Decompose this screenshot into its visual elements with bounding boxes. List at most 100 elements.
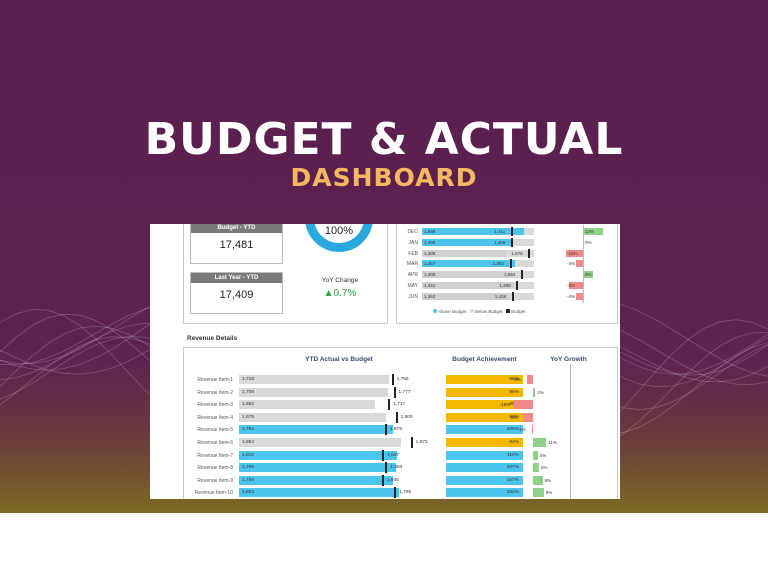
month-budget-value: 1,411	[494, 229, 506, 234]
month-label: MAR	[406, 261, 418, 268]
month-actual-bar	[422, 228, 524, 235]
month-label: JAN	[408, 239, 418, 246]
month-row: APR 1,405 1,564 6%	[400, 270, 600, 280]
revenue-row: Revenue Item-3 1,552 1,717 90%-16%	[187, 399, 607, 411]
achievement-value: 107%	[506, 477, 519, 483]
revenue-actual-bar	[239, 375, 390, 384]
revenue-budget-value: 1,679	[389, 427, 402, 433]
last-year-ytd-card: Last Year - YTD 17,409	[190, 272, 283, 314]
month-budget-value: 1,564	[504, 272, 516, 278]
month-actual-bar	[422, 292, 510, 300]
month-track: 1,405 1,564	[422, 270, 534, 280]
month-budget-value: 1,678	[511, 250, 523, 256]
month-budget-tick	[521, 270, 524, 280]
revenue-budget-value: 1,785	[399, 490, 412, 496]
revenue-row: Revenue Item-4 1,675 1,800 93% -8%	[187, 411, 607, 423]
legend-budget: Budget	[511, 309, 526, 314]
revenue-rows: Revenue Item-1 1,718 1,755 98% -5% Revenue It…	[150, 224, 620, 499]
revenue-track: 1,810 1,647	[239, 449, 439, 461]
revenue-actual-value: 1,708	[242, 389, 255, 395]
legend-above: Above Budget	[438, 309, 467, 314]
revenue-budget-tick	[388, 399, 391, 411]
achievement-value: 107%	[506, 465, 519, 471]
revenue-track: 1,824 1,785	[239, 487, 439, 499]
revenue-item-label: Revenue Item-5	[197, 427, 233, 434]
month-budget-value: 1,406	[494, 239, 506, 245]
month-budget-value: 1,384	[492, 261, 504, 267]
month-budget-tick	[511, 227, 514, 236]
revenue-item-label: Revenue Item-1	[197, 377, 233, 383]
revenue-actual-bar	[239, 488, 399, 498]
revenue-track: 1,552 1,717	[239, 399, 439, 411]
revenue-actual-value: 1,675	[242, 414, 255, 420]
achievement-value: 96%	[509, 389, 519, 395]
kpi-panel	[183, 224, 388, 324]
last-year-ytd-value: 17,409	[219, 289, 254, 301]
achievement-cell: 105%	[446, 425, 523, 435]
revenue-growth-value: -8%	[509, 414, 518, 420]
budget-swatch	[505, 309, 510, 313]
monthly-legend: Above Budget Below Budget Budget	[433, 309, 525, 314]
revenue-budget-value: 1,645	[386, 477, 399, 483]
achievement-cell: 102%	[446, 488, 523, 498]
month-track: 1,406 1,406	[422, 237, 534, 247]
revenue-panel	[183, 347, 618, 499]
revenue-budget-tick	[385, 462, 388, 474]
month-budget-tick	[509, 259, 512, 269]
revenue-actual-value: 1,718	[242, 377, 255, 382]
month-budget-tick	[516, 281, 519, 290]
achievement-cell: 107%	[446, 463, 523, 473]
month-track: 1,441 1,490	[422, 281, 534, 290]
revenue-growth-bar	[533, 488, 544, 498]
month-budget-tick	[528, 248, 531, 258]
yoy-change-number: 0.7%	[333, 288, 357, 299]
achievement-value: 93%	[509, 414, 519, 420]
month-growth-value: -4%	[567, 261, 576, 267]
month-row: JAN 1,406 1,406 0%	[400, 237, 600, 247]
revenue-item-label: Revenue Item-10	[194, 490, 233, 497]
revenue-growth-bar	[533, 387, 536, 397]
revenue-growth-bar	[523, 412, 533, 422]
revenue-row: Revenue Item-5 1,764 1,679 105% -1%	[187, 424, 607, 436]
revenue-budget-tick	[394, 487, 397, 499]
revenue-budget-tick	[410, 437, 413, 448]
revenue-growth-value: 5%	[541, 465, 548, 471]
revenue-growth-bar	[533, 438, 547, 447]
revenue-budget-value: 1,683	[390, 465, 403, 471]
above-budget-swatch	[433, 309, 437, 313]
revenue-actual-bar	[239, 425, 394, 435]
month-budget-value: 1,418	[494, 293, 507, 299]
banner-title: BUDGET & ACTUAL	[144, 114, 624, 165]
month-actual-value: 1,362	[424, 293, 436, 299]
achievement-cell: 90%	[446, 400, 523, 410]
revenue-budget-tick	[384, 424, 387, 436]
month-track: 1,362 1,418	[422, 291, 534, 301]
revenue-budget-tick	[382, 449, 385, 461]
banner: BUDGET & ACTUAL DASHBOARD Budget - YTD 1…	[0, 0, 768, 513]
revenue-actual-value: 1,854	[242, 440, 255, 445]
revenue-growth-value: -1%	[517, 427, 526, 433]
growth-zero-line	[570, 364, 571, 499]
revenue-actual-value: 1,824	[242, 490, 255, 496]
budget-ytd-label: Budget - YTD	[191, 224, 282, 233]
revenue-growth-bar	[513, 400, 533, 410]
revenue-item-label: Revenue Item-9	[197, 477, 233, 484]
revenue-track: 1,675 1,800	[239, 411, 439, 423]
month-row: MAR 1,457 1,384 -4%	[400, 259, 600, 269]
revenue-track: 1,795 1,683	[239, 462, 439, 474]
achievement-value: 100%	[324, 225, 354, 237]
revenue-budget-tick	[395, 411, 398, 423]
banner-subtitle: DASHBOARD	[290, 163, 478, 192]
month-row: MAY 1,441 1,490 -8%	[400, 281, 600, 290]
month-actual-bar	[422, 260, 516, 268]
achievement-cell: 96%	[446, 387, 523, 397]
revenue-budget-value: 1,755	[396, 377, 409, 382]
revenue-track: 1,854 1,973	[239, 437, 439, 448]
revenue-budget-value: 1,800	[400, 414, 413, 420]
revenue-row: Revenue Item-7 1,810 1,647 110% 4%	[187, 449, 607, 461]
revenue-row: Revenue Item-6 1,854 1,973 94% 11%	[187, 437, 607, 448]
revenue-actual-value: 1,552	[242, 402, 255, 408]
month-growth-value: 6%	[585, 272, 592, 278]
month-label: JUN	[408, 293, 418, 300]
revenue-item-label: Revenue Item-8	[197, 465, 233, 472]
